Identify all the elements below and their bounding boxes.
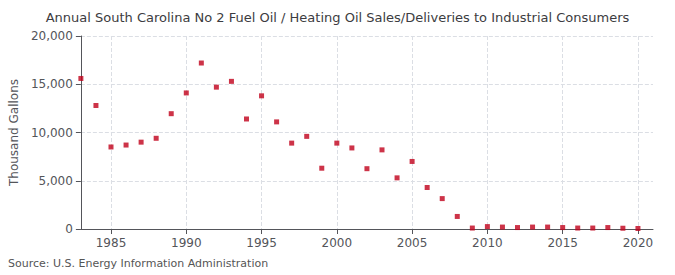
svg-text:2020: 2020 bbox=[623, 236, 654, 250]
svg-text:2015: 2015 bbox=[547, 236, 578, 250]
svg-text:1990: 1990 bbox=[171, 236, 202, 250]
svg-text:1995: 1995 bbox=[246, 236, 277, 250]
svg-text:15,000: 15,000 bbox=[31, 77, 73, 91]
svg-text:10,000: 10,000 bbox=[31, 126, 73, 140]
svg-text:0: 0 bbox=[65, 222, 73, 236]
svg-text:5,000: 5,000 bbox=[39, 174, 73, 188]
svg-text:Source: U.S. Energy Informatio: Source: U.S. Energy Information Administ… bbox=[8, 257, 268, 270]
svg-text:Annual South Carolina No 2 Fue: Annual South Carolina No 2 Fuel Oil / He… bbox=[46, 10, 630, 25]
svg-text:2005: 2005 bbox=[397, 236, 428, 250]
svg-text:20,000: 20,000 bbox=[31, 29, 73, 43]
svg-text:1985: 1985 bbox=[96, 236, 127, 250]
svg-text:Thousand Gallons: Thousand Gallons bbox=[7, 79, 21, 187]
svg-text:2010: 2010 bbox=[472, 236, 503, 250]
svg-text:2000: 2000 bbox=[322, 236, 353, 250]
